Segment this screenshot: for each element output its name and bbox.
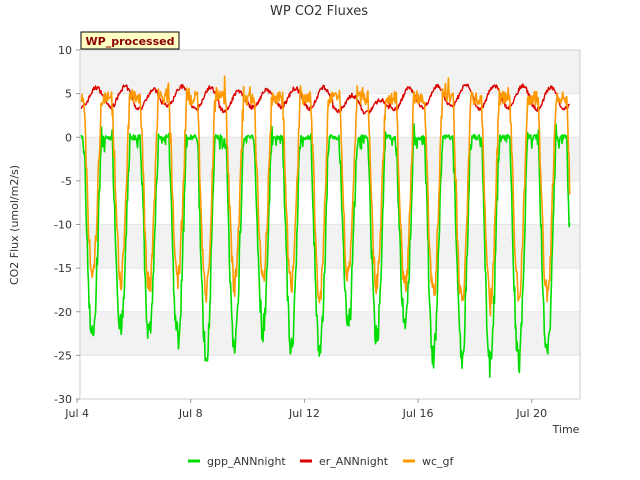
y-tick-label: -30 xyxy=(54,393,72,406)
x-axis-ticks: Jul 4 Jul 8 Jul 12 Jul 16 Jul 20 xyxy=(64,399,547,420)
chart-title: WP CO2 Fluxes xyxy=(270,4,368,19)
y-tick-label: -20 xyxy=(54,306,72,319)
legend-label: er_ANNnight xyxy=(319,455,389,468)
y-tick-label: -5 xyxy=(61,175,72,188)
y-tick-label: -25 xyxy=(54,349,72,362)
badge-label: WP_processed xyxy=(86,35,175,48)
x-tick-label: Jul 12 xyxy=(288,407,320,420)
plot-band xyxy=(80,50,580,94)
legend: gpp_ANNnight er_ANNnight wc_gf xyxy=(188,455,455,468)
plot-band xyxy=(80,311,580,356)
y-tick-label: -10 xyxy=(54,219,72,232)
x-tick-label: Jul 20 xyxy=(515,407,547,420)
y-tick-label: 0 xyxy=(65,131,72,144)
plot-band xyxy=(80,268,580,312)
y-axis-title: CO2 Flux (umol/m2/s) xyxy=(8,165,21,285)
y-tick-label: 10 xyxy=(58,44,72,57)
series-line-gpp-annnight xyxy=(80,123,571,378)
y-axis-ticks: -30 -25 -20 -15 -10 -5 0 5 10 xyxy=(54,44,80,406)
series-lines xyxy=(80,75,571,378)
y-tick-label: 5 xyxy=(65,88,72,101)
plot-band xyxy=(80,355,580,399)
x-tick-label: Jul 8 xyxy=(178,407,203,420)
x-axis-title: Time xyxy=(552,423,580,436)
y-tick-label: -15 xyxy=(54,262,72,275)
badge-box xyxy=(80,31,180,50)
x-tick-label: Jul 4 xyxy=(64,407,89,420)
legend-label: gpp_ANNnight xyxy=(207,455,286,468)
x-tick-label: Jul 16 xyxy=(402,407,434,420)
legend-label: wc_gf xyxy=(422,455,455,468)
processed-badge: WP_processed xyxy=(80,31,180,50)
series-line-wc-gf xyxy=(80,75,571,317)
